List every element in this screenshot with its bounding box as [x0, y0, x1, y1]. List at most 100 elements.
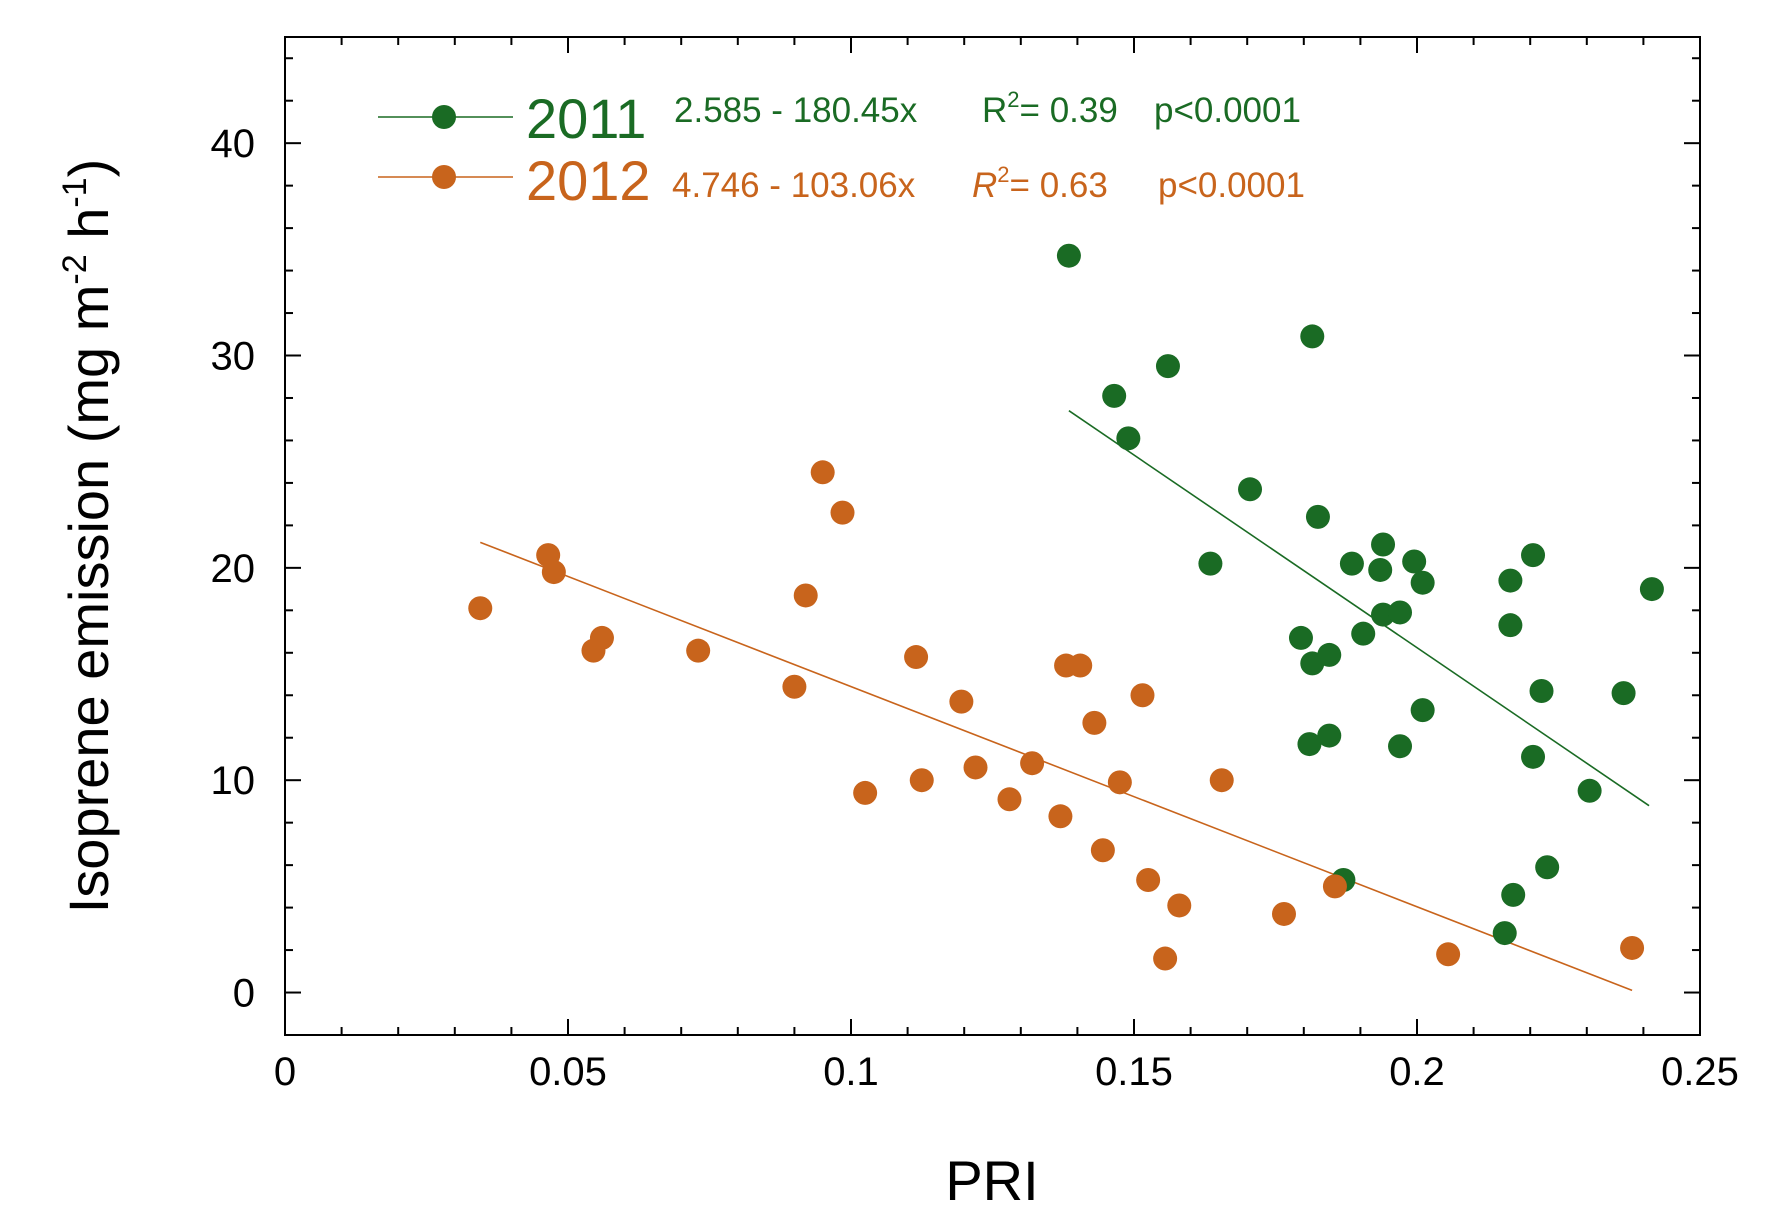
- data-point-2012: [1090, 838, 1115, 863]
- data-point-2011: [1371, 532, 1396, 557]
- data-point-2011: [1492, 921, 1517, 946]
- data-point-2012: [1436, 942, 1461, 967]
- data-point-2011: [1501, 882, 1526, 907]
- r2-superscript: 2: [997, 162, 1009, 187]
- data-point-2011: [1535, 855, 1560, 880]
- data-point-2011: [1155, 354, 1180, 379]
- data-point-2012: [1048, 804, 1073, 829]
- data-point-2012: [793, 583, 818, 608]
- data-point-2011: [1611, 681, 1636, 706]
- r2-label: R: [982, 91, 1007, 130]
- regression-line-2011: [1068, 410, 1650, 807]
- data-point-2012: [541, 560, 566, 585]
- r2-value: = 0.39: [1020, 91, 1118, 130]
- data-point-2012: [909, 768, 934, 793]
- data-point-2011: [1388, 600, 1413, 625]
- y-axis-title-main: Isoprene emission (mg m: [57, 285, 120, 914]
- data-point-2012: [468, 596, 493, 621]
- legend-marker-2012: [432, 165, 456, 189]
- x-tick-label: 0.2: [1389, 1050, 1445, 1094]
- data-point-2012: [1068, 653, 1093, 678]
- legend-equation-2011: 2.585 - 180.45x: [674, 91, 918, 130]
- data-point-2011: [1498, 568, 1523, 593]
- y-tick-label: 10: [211, 759, 256, 803]
- data-points: [468, 243, 1664, 971]
- data-point-2011: [1410, 698, 1435, 723]
- data-point-2011: [1198, 551, 1223, 576]
- legend-marker-2011: [432, 105, 456, 129]
- data-point-2011: [1529, 679, 1554, 704]
- data-point-2011: [1305, 504, 1330, 529]
- data-point-2011: [1238, 477, 1263, 502]
- data-point-2011: [1317, 642, 1342, 667]
- data-point-2011: [1116, 426, 1141, 451]
- y-tick-label: 30: [211, 335, 256, 379]
- data-point-2012: [963, 755, 988, 780]
- data-point-2011: [1521, 543, 1546, 568]
- x-tick-label: 0.25: [1661, 1050, 1739, 1094]
- data-point-2011: [1300, 324, 1325, 349]
- data-point-2011: [1297, 732, 1322, 757]
- legend-entry-2011: 2011 2.585 - 180.45x R2= 0.39 p<0.0001: [378, 87, 1301, 150]
- data-point-2011: [1288, 625, 1313, 650]
- data-point-2011: [1577, 778, 1602, 803]
- data-point-2011: [1368, 557, 1393, 582]
- data-point-2012: [1322, 874, 1347, 899]
- data-point-2011: [1639, 577, 1664, 602]
- r2-superscript: 2: [1007, 87, 1019, 112]
- legend-label-2012: 2012: [526, 149, 651, 212]
- data-point-2011: [1351, 621, 1376, 646]
- plot-frame: [284, 36, 1701, 1036]
- data-point-2012: [853, 780, 878, 805]
- data-point-2012: [904, 645, 929, 670]
- data-point-2011: [1388, 734, 1413, 759]
- data-point-2012: [810, 460, 835, 485]
- legend-entry-2012: 2012 4.746 - 103.06x R2= 0.63 p<0.0001: [378, 149, 1305, 212]
- data-point-2011: [1521, 744, 1546, 769]
- data-point-2011: [1410, 570, 1435, 595]
- legend: 2011 2.585 - 180.45x R2= 0.39 p<0.0001 2…: [378, 87, 1305, 212]
- legend-r2-2012: R2= 0.63: [972, 162, 1108, 205]
- y-axis-title-exp2: -1: [56, 177, 94, 207]
- legend-equation-2012: 4.746 - 103.06x: [672, 166, 916, 205]
- data-point-2011: [1498, 613, 1523, 638]
- legend-label-2011: 2011: [526, 87, 646, 150]
- x-tick-label: 0.05: [529, 1050, 607, 1094]
- data-point-2011: [1317, 723, 1342, 748]
- data-point-2012: [782, 674, 807, 699]
- axis-ticks: 0 0.05 0.1 0.15 0.2 0.25 0 10 20 30 40: [211, 37, 1739, 1094]
- y-axis-title-mid: h: [57, 208, 120, 255]
- data-point-2012: [1271, 901, 1296, 926]
- r2-value: = 0.63: [1010, 166, 1108, 205]
- legend-pvalue-2011: p<0.0001: [1154, 91, 1301, 130]
- data-point-2012: [1082, 710, 1107, 735]
- data-point-2012: [1153, 946, 1178, 971]
- data-point-2012: [1020, 751, 1045, 776]
- data-point-2012: [1130, 683, 1155, 708]
- y-axis-title-exp1: -2: [56, 254, 94, 284]
- data-point-2012: [1107, 770, 1132, 795]
- y-axis-title-end: ): [57, 159, 120, 178]
- data-point-2012: [830, 500, 855, 525]
- x-tick-label: 0: [274, 1050, 296, 1094]
- data-point-2012: [997, 787, 1022, 812]
- data-point-2012: [1136, 867, 1161, 892]
- r2-label: R: [972, 166, 997, 205]
- data-point-2012: [949, 689, 974, 714]
- data-point-2011: [1339, 551, 1364, 576]
- data-point-2011: [1402, 549, 1427, 574]
- legend-r2-2011: R2= 0.39: [982, 87, 1118, 130]
- data-point-2012: [1620, 935, 1645, 960]
- x-axis-title: PRI: [945, 1149, 1038, 1212]
- y-tick-label: 0: [233, 972, 255, 1016]
- regression-line-2012: [479, 541, 1633, 992]
- data-point-2011: [1056, 243, 1081, 268]
- data-point-2011: [1102, 383, 1127, 408]
- y-tick-label: 20: [211, 547, 256, 591]
- y-axis-title: Isoprene emission (mg m-2 h-1): [56, 159, 120, 914]
- y-tick-label: 40: [211, 122, 256, 166]
- data-point-2012: [589, 625, 614, 650]
- data-point-2012: [1209, 768, 1234, 793]
- data-point-2012: [1167, 893, 1192, 918]
